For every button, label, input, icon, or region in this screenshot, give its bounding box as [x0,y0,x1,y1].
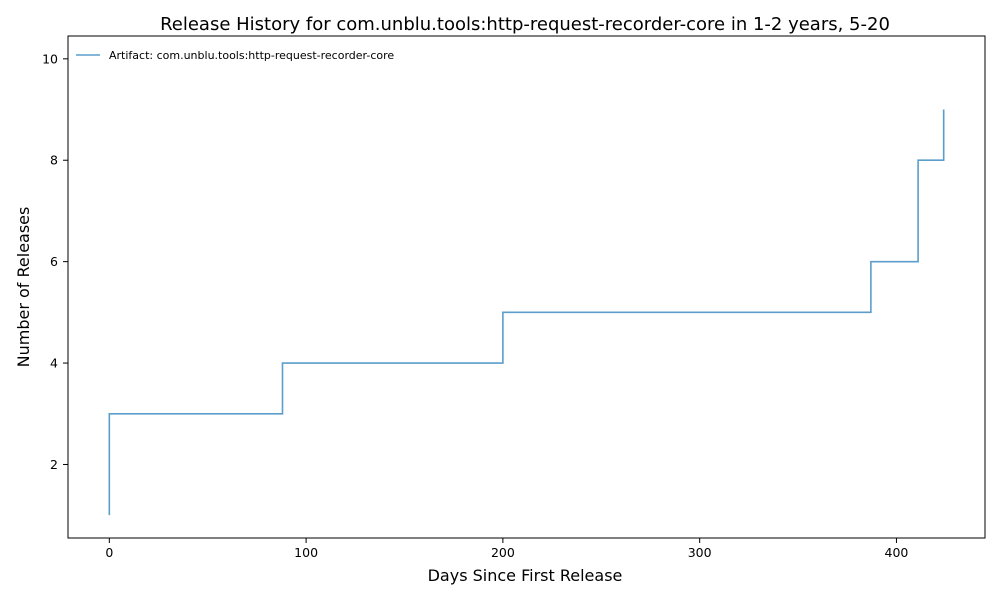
chart-title: Release History for com.unblu.tools:http… [160,14,890,35]
x-axis-label: Days Since First Release [428,566,623,585]
y-tick-label: 6 [50,254,58,269]
x-tick-label: 0 [105,545,113,560]
plot-frame [67,35,986,539]
x-axis-ticks: 0 100 200 300 400 [105,538,908,560]
series-line [108,109,945,516]
x-tick-label: 400 [885,545,909,560]
legend: Artifact: com.unblu.tools:http-request-r… [76,49,394,62]
y-tick-label: 2 [50,457,58,472]
y-axis-ticks: 2 4 6 8 10 [42,51,68,472]
y-tick-label: 8 [50,153,58,168]
x-tick-label: 300 [688,545,712,560]
x-tick-label: 200 [491,545,515,560]
x-tick-label: 100 [294,545,318,560]
y-tick-label: 4 [50,356,58,371]
legend-label: Artifact: com.unblu.tools:http-request-r… [109,49,394,62]
y-tick-label: 10 [42,51,58,66]
series-layer [108,109,945,516]
y-axis-label: Number of Releases [14,207,33,368]
